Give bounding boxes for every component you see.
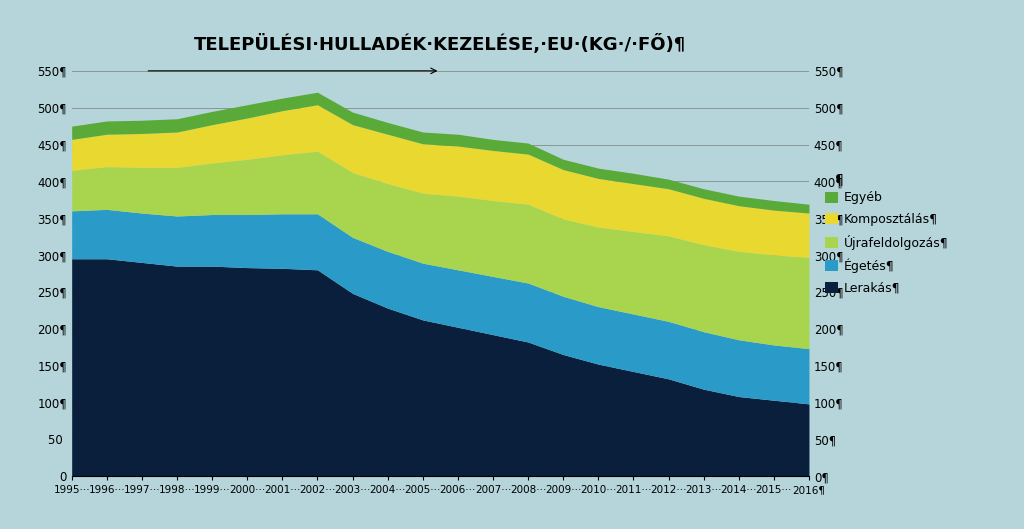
Text: ¶: ¶	[835, 173, 844, 187]
Title: TELEPÜLÉSI·HULLADÉK·KEZELÉSE,·EU·(KG·/·FŐ)¶: TELEPÜLÉSI·HULLADÉK·KEZELÉSE,·EU·(KG·/·F…	[195, 33, 686, 53]
Legend: Egyéb, Komposztálás¶, Újrafeldolgozás¶, Égetés¶, Lerakás¶: Egyéb, Komposztálás¶, Újrafeldolgozás¶, …	[825, 191, 949, 295]
